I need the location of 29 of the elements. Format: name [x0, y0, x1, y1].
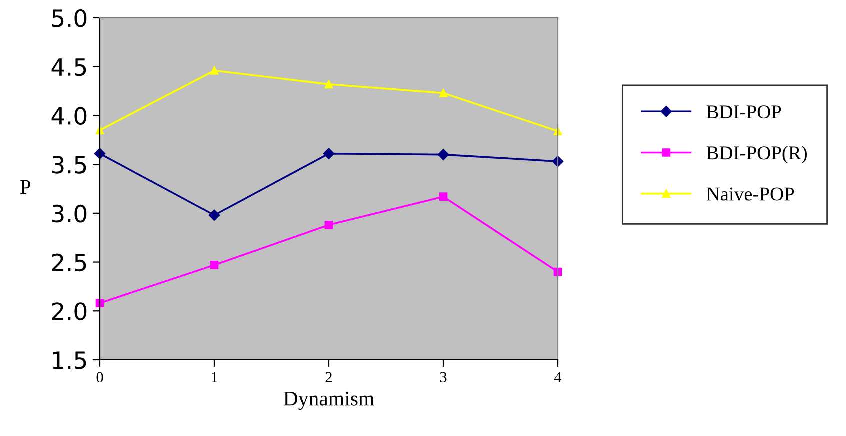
x-tick-label: 1 — [212, 372, 218, 382]
legend-label: BDI-POP(R) — [706, 146, 807, 164]
x-tick-label: 0 — [96, 372, 104, 383]
x-tick-label: 4 — [554, 372, 562, 382]
y-axis-title: P — [20, 180, 31, 194]
y-tick-label: 4.5 — [52, 58, 86, 76]
legend-label: BDI-POP — [706, 106, 782, 119]
point — [552, 156, 564, 168]
point — [94, 148, 106, 160]
y-tick-label: 3.5 — [52, 156, 86, 174]
point — [438, 149, 450, 160]
y-tick-label: 2.5 — [52, 254, 86, 272]
point — [210, 66, 219, 75]
point — [439, 89, 448, 98]
y-tick-label: 1.5 — [53, 352, 86, 370]
point — [208, 210, 220, 221]
point — [439, 192, 448, 201]
y-tick-label: 2.0 — [52, 302, 87, 320]
y-tick-label: 4.0 — [52, 107, 87, 126]
x-tick-label: 3 — [440, 372, 447, 383]
y-tick-label: 5.0 — [52, 9, 87, 28]
legend-label: Naive-POP — [706, 188, 794, 201]
y-tick-label: 3.0 — [52, 204, 87, 223]
point — [324, 80, 334, 89]
x-axis-title: Dynamism — [284, 392, 374, 410]
point — [210, 261, 219, 270]
x-tick-label: 2 — [326, 372, 332, 382]
point — [324, 220, 334, 230]
point — [323, 148, 335, 160]
